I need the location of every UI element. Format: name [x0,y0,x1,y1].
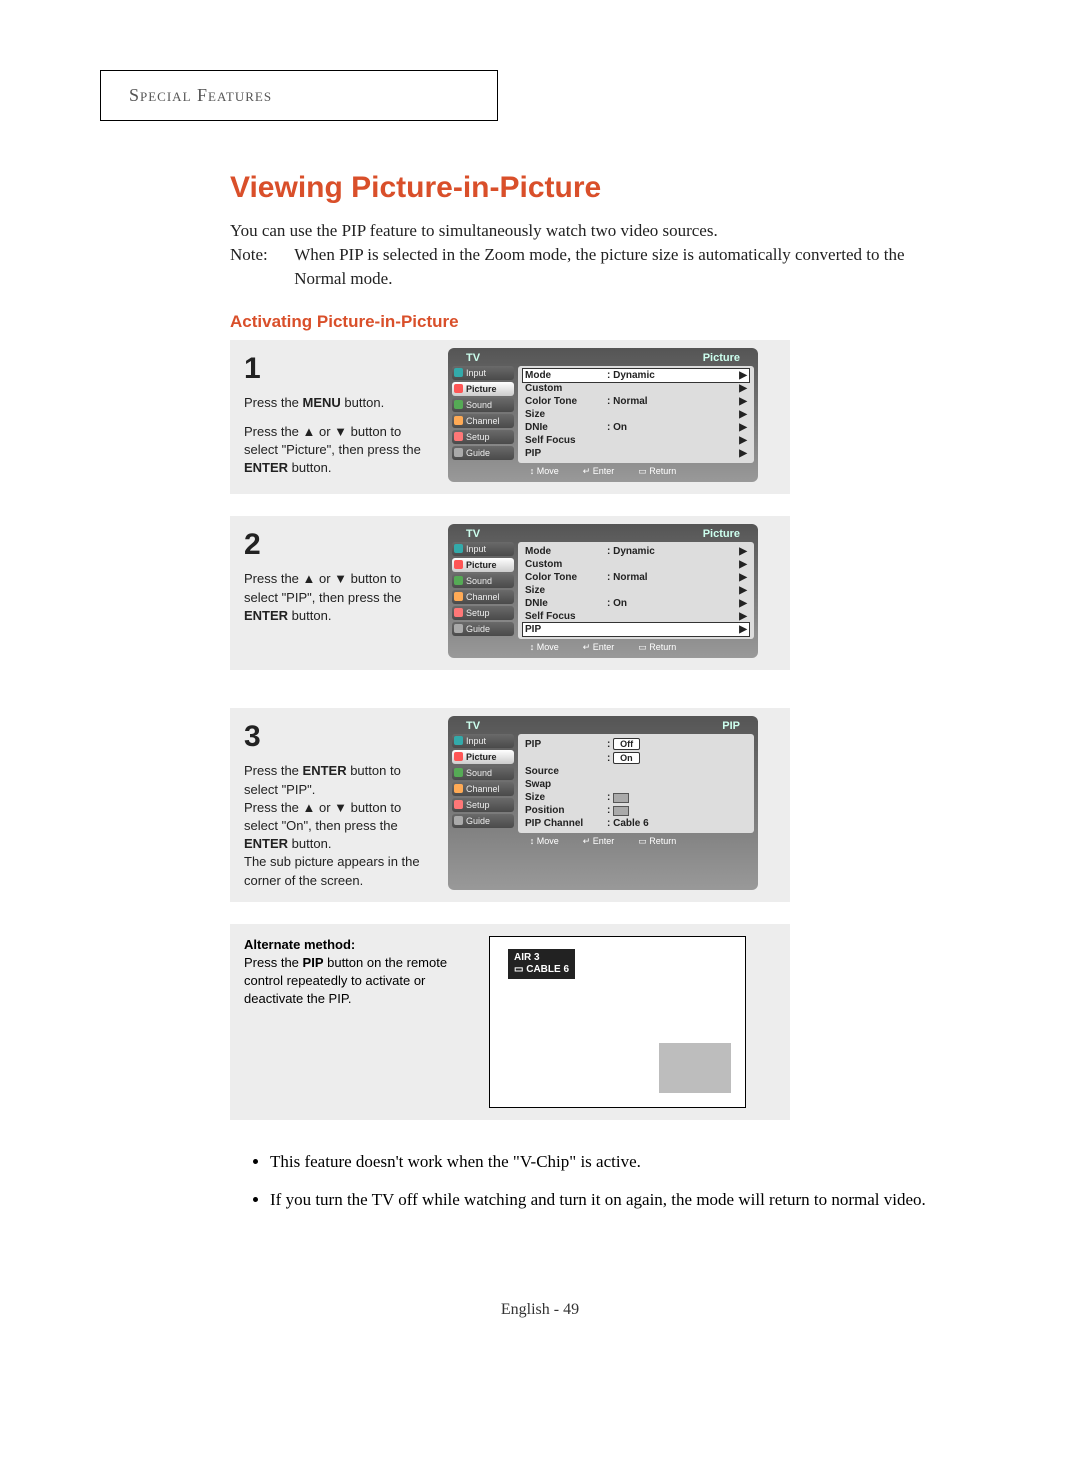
note-item: This feature doesn't work when the "V-Ch… [270,1150,980,1174]
subheading: Activating Picture-in-Picture [230,312,980,332]
menu-row: Source [523,765,749,778]
osd-title-right: PIP [722,720,740,732]
osd-main: PIP: Off: OnSourceSwapSize: Position: PI… [518,734,754,833]
channel-badge: AIR 3 ▭ CABLE 6 [508,949,575,979]
sidebar-item: Setup [452,798,514,812]
step-2: 2 Press the ▲ or ▼ button to select "PIP… [230,516,790,670]
menu-row: Color Tone: Normal▶ [523,571,749,584]
step-2-text: 2 Press the ▲ or ▼ button to select "PIP… [244,524,434,658]
menu-row: PIP Channel: Cable 6 [523,817,749,830]
sidebar-item: Picture [452,382,514,396]
page-footer: English - 49 [100,1301,980,1319]
menu-row: PIP▶ [523,623,749,636]
sidebar-item: Input [452,366,514,380]
menu-row: Size▶ [523,584,749,597]
sidebar-item: Input [452,542,514,556]
sidebar-item: Setup [452,606,514,620]
menu-row: DNIe: On▶ [523,421,749,434]
pip-window [659,1043,731,1093]
step-3: 3 Press the ENTER button to select "PIP"… [230,708,790,901]
osd-title-left: TV [466,352,480,364]
step-1-text: 1 Press the MENU button. Press the ▲ or … [244,348,434,482]
step-3-text: 3 Press the ENTER button to select "PIP"… [244,716,434,889]
osd-title-right: Picture [703,352,740,364]
sidebar-item: Channel [452,414,514,428]
step-1: 1 Press the MENU button. Press the ▲ or … [230,340,790,494]
osd-title-left: TV [466,720,480,732]
notes-list: This feature doesn't work when the "V-Ch… [230,1150,980,1212]
alternate-text: Alternate method: Press the PIP button o… [244,936,459,1009]
osd-main: Mode: Dynamic▶Custom▶Color Tone: Normal▶… [518,542,754,639]
menu-row: Self Focus▶ [523,434,749,447]
osd-footer: ↕ Move ↵ Enter ▭ Return [452,463,754,478]
note-item: If you turn the TV off while watching an… [270,1188,980,1212]
menu-row: Mode: Dynamic▶ [523,545,749,558]
note-text: When PIP is selected in the Zoom mode, t… [294,243,934,291]
section-header: Special Features [129,85,272,105]
alternate-method: Alternate method: Press the PIP button o… [230,924,790,1120]
osd-screenshot-2: TV Picture Input Picture Sound Channel Setup… [448,524,758,658]
sidebar-item: Sound [452,398,514,412]
menu-row: Size▶ [523,408,749,421]
menu-row: Swap [523,778,749,791]
alt-heading: Alternate method: [244,937,355,952]
menu-row: Position: [523,804,749,817]
sidebar-item: Picture [452,558,514,572]
intro-text: You can use the PIP feature to simultane… [230,219,980,290]
tv-screen-mock: AIR 3 ▭ CABLE 6 [489,936,746,1108]
sidebar-item: Guide [452,622,514,636]
osd-screenshot-3: TV PIP Input Picture Sound Channel Setup Guid… [448,716,758,889]
step-3-number: 3 [244,716,434,758]
sidebar-item: Input [452,734,514,748]
sidebar-item: Guide [452,446,514,460]
sidebar-item: Picture [452,750,514,764]
osd-main: Mode: Dynamic▶Custom▶Color Tone: Normal▶… [518,366,754,463]
menu-row: Color Tone: Normal▶ [523,395,749,408]
sidebar-item: Sound [452,574,514,588]
page: Special Features Viewing Picture-in-Pict… [0,0,1080,1379]
sidebar-item: Channel [452,590,514,604]
page-title: Viewing Picture-in-Picture [230,171,980,205]
osd-title-left: TV [466,528,480,540]
osd-sidebar: Input Picture Sound Channel Setup Guide [452,542,514,639]
menu-row: Custom▶ [523,382,749,395]
menu-row: Size: [523,791,749,804]
menu-row: PIP▶ [523,447,749,460]
osd-sidebar: Input Picture Sound Channel Setup Guide [452,366,514,463]
menu-row: Custom▶ [523,558,749,571]
menu-row: Self Focus▶ [523,610,749,623]
step-1-number: 1 [244,348,434,390]
osd-footer: ↕ Move ↵ Enter ▭ Return [452,639,754,654]
osd-title-right: Picture [703,528,740,540]
sidebar-item: Sound [452,766,514,780]
intro-line: You can use the PIP feature to simultane… [230,219,980,243]
note-label: Note: [230,243,290,267]
step-2-number: 2 [244,524,434,566]
osd-screenshot-1: TV Picture Input Picture Sound Channel Setup… [448,348,758,482]
menu-row: Mode: Dynamic▶ [523,369,749,382]
sidebar-item: Guide [452,814,514,828]
osd-sidebar: Input Picture Sound Channel Setup Guide [452,734,514,833]
sidebar-item: Setup [452,430,514,444]
sidebar-item: Channel [452,782,514,796]
osd-footer: ↕ Move ↵ Enter ▭ Return [452,833,754,848]
menu-row: PIP: Off [523,737,749,751]
section-header-box: Special Features [100,70,498,121]
menu-row: DNIe: On▶ [523,597,749,610]
